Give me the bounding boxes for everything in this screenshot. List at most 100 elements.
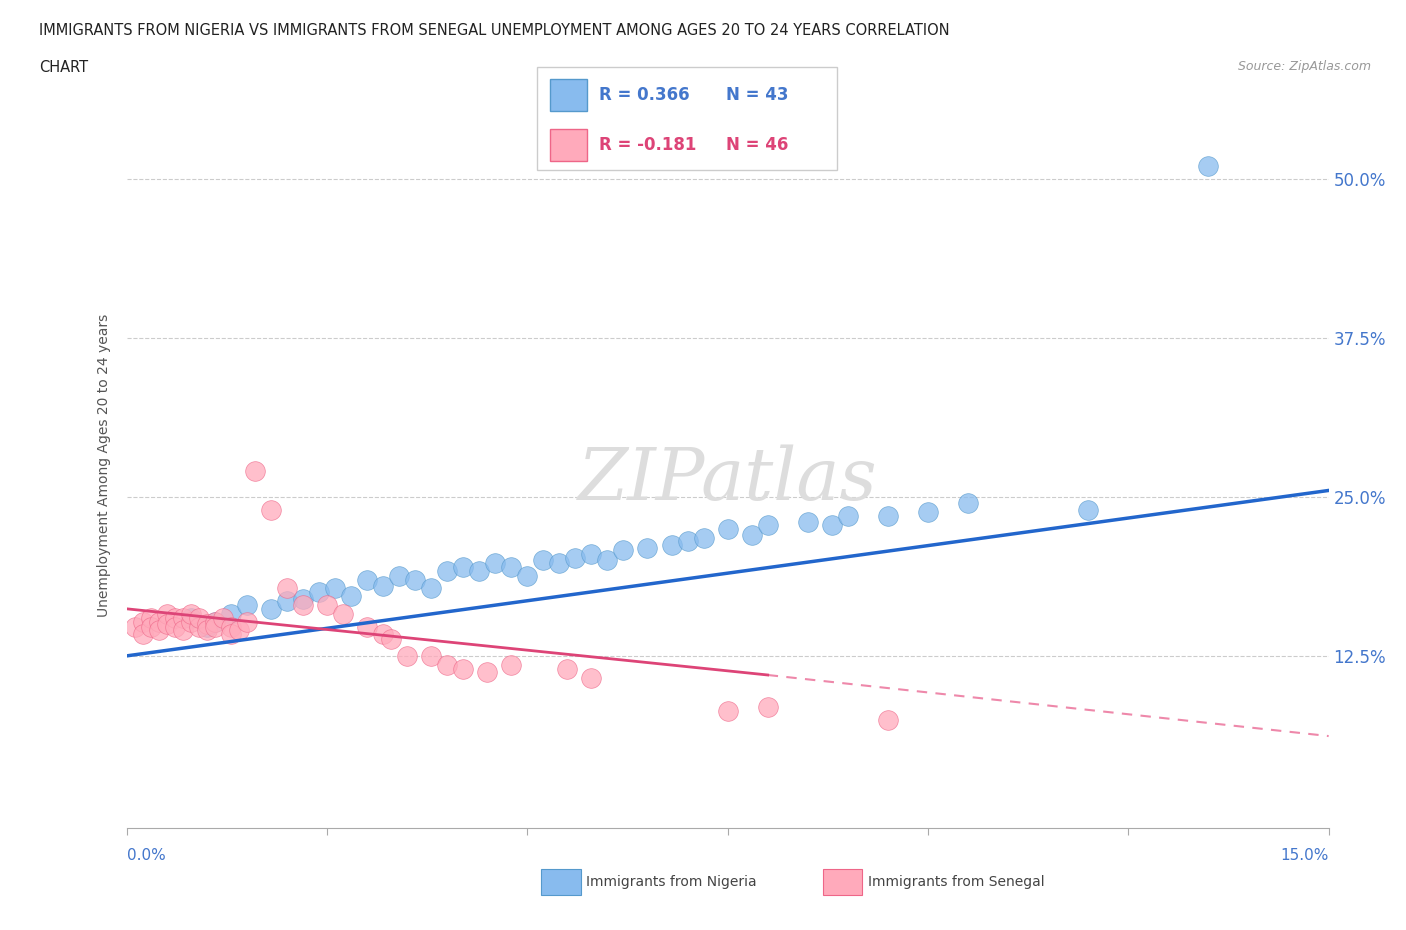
Text: R = 0.366: R = 0.366 <box>599 86 690 104</box>
Point <box>388 568 411 583</box>
Point <box>371 578 394 593</box>
Point <box>396 648 419 663</box>
Point <box>235 614 259 629</box>
Point <box>371 627 394 642</box>
Point <box>692 530 714 545</box>
Point <box>548 555 571 570</box>
Point <box>204 614 226 629</box>
Point <box>124 619 146 634</box>
Text: ZIPatlas: ZIPatlas <box>578 445 877 515</box>
Point <box>131 627 153 642</box>
Point <box>180 614 202 629</box>
Text: R = -0.181: R = -0.181 <box>599 137 696 154</box>
Point <box>180 606 202 621</box>
Point <box>564 551 586 565</box>
Point <box>243 464 266 479</box>
Point <box>484 555 506 570</box>
Point <box>436 658 458 672</box>
Point <box>211 610 233 625</box>
Point <box>260 602 283 617</box>
Point <box>235 598 259 613</box>
Point <box>516 568 538 583</box>
Point <box>581 547 603 562</box>
Point <box>332 606 354 621</box>
Point <box>172 623 194 638</box>
Point <box>219 606 242 621</box>
Point <box>219 627 242 642</box>
Point <box>1198 158 1220 173</box>
Point <box>148 623 170 638</box>
Point <box>741 527 763 542</box>
Point <box>180 610 202 625</box>
Text: 0.0%: 0.0% <box>127 848 166 863</box>
Point <box>436 564 458 578</box>
Point <box>187 619 209 634</box>
Text: 15.0%: 15.0% <box>1281 848 1329 863</box>
FancyBboxPatch shape <box>550 129 586 162</box>
Point <box>155 606 177 621</box>
Point <box>796 515 818 530</box>
Point <box>380 631 402 646</box>
Point <box>228 623 250 638</box>
Point <box>276 581 298 596</box>
Point <box>404 572 426 587</box>
Point <box>596 553 619 568</box>
Point <box>420 648 443 663</box>
Point <box>531 553 554 568</box>
Y-axis label: Unemployment Among Ages 20 to 24 years: Unemployment Among Ages 20 to 24 years <box>97 313 111 617</box>
Point <box>661 538 683 552</box>
Point <box>195 619 218 634</box>
Point <box>821 517 844 532</box>
Point <box>308 585 330 600</box>
Point <box>204 619 226 634</box>
Text: IMMIGRANTS FROM NIGERIA VS IMMIGRANTS FROM SENEGAL UNEMPLOYMENT AMONG AGES 20 TO: IMMIGRANTS FROM NIGERIA VS IMMIGRANTS FR… <box>39 23 950 38</box>
Point <box>756 699 779 714</box>
Point <box>148 614 170 629</box>
Point <box>612 543 634 558</box>
Point <box>131 614 153 629</box>
Point <box>195 617 218 631</box>
Point <box>877 509 900 524</box>
Point <box>557 661 579 676</box>
Point <box>172 610 194 625</box>
Point <box>756 517 779 532</box>
Point <box>917 505 939 520</box>
Point <box>356 572 378 587</box>
Point <box>163 610 186 625</box>
Point <box>451 661 474 676</box>
FancyBboxPatch shape <box>537 67 838 170</box>
Text: Immigrants from Nigeria: Immigrants from Nigeria <box>586 874 756 889</box>
Point <box>676 534 699 549</box>
Point <box>315 598 337 613</box>
Point <box>581 671 603 685</box>
Point <box>837 509 859 524</box>
Point <box>219 619 242 634</box>
Point <box>468 564 491 578</box>
Point <box>291 591 314 606</box>
Point <box>291 598 314 613</box>
Point <box>956 496 979 511</box>
Point <box>139 619 162 634</box>
Text: Source: ZipAtlas.com: Source: ZipAtlas.com <box>1237 60 1371 73</box>
Point <box>501 658 523 672</box>
Point <box>155 617 177 631</box>
Point <box>195 623 218 638</box>
Text: CHART: CHART <box>39 60 89 75</box>
Text: Immigrants from Senegal: Immigrants from Senegal <box>868 874 1045 889</box>
Point <box>323 581 346 596</box>
Point <box>451 559 474 574</box>
Text: N = 46: N = 46 <box>725 137 789 154</box>
Point <box>475 665 498 680</box>
FancyBboxPatch shape <box>550 79 586 111</box>
Point <box>260 502 283 517</box>
Point <box>636 540 658 555</box>
Point <box>716 703 740 718</box>
Point <box>420 581 443 596</box>
Point <box>501 559 523 574</box>
Point <box>276 593 298 608</box>
Point <box>204 614 226 629</box>
Point <box>139 610 162 625</box>
Point <box>163 619 186 634</box>
Point <box>877 712 900 727</box>
Point <box>1077 502 1099 517</box>
